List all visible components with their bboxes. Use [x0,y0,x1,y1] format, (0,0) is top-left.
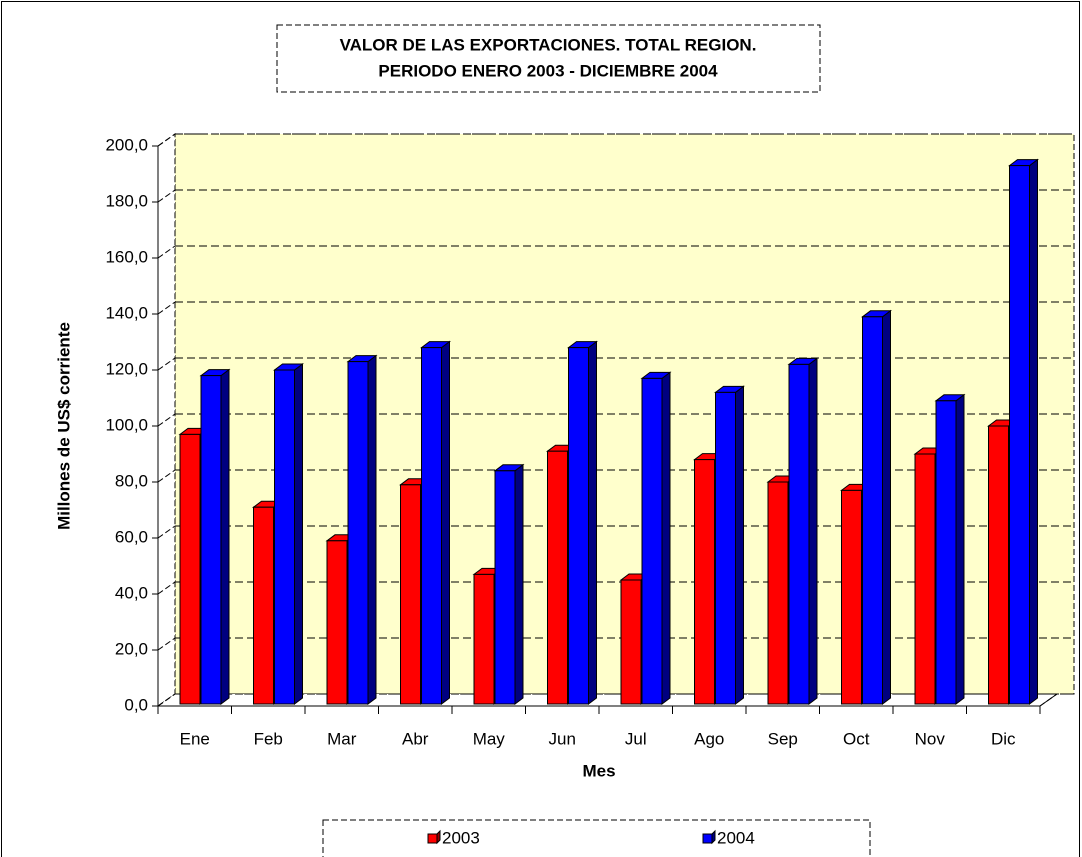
x-tick-label: Ene [180,729,210,748]
chart-title: VALOR DE LAS EXPORTACIONES. TOTAL REGION… [340,35,757,54]
bar [641,377,663,705]
y-tick-label: 40,0 [115,583,148,602]
grid-line [157,245,176,259]
x-tick-label: May [473,729,506,748]
y-tick-label: 120,0 [105,359,148,378]
x-tick-label: Ago [694,729,724,748]
bar-side [1029,158,1038,705]
bar [473,573,495,705]
bar-side [588,340,597,705]
x-tick-label: Abr [402,729,429,748]
y-axis-label: Millones de US$ corriente [54,322,73,530]
grid-line [157,637,176,651]
y-tick-label: 140,0 [105,303,148,322]
bar-side [735,385,744,705]
grid-line [157,581,176,595]
y-tick-label: 160,0 [105,247,148,266]
grid-line [157,133,176,147]
x-axis-label: Mes [582,761,615,780]
legend-label: 2003 [442,828,480,847]
x-axis-end [1039,693,1058,707]
grid-line [157,525,176,539]
bar-side [882,309,891,705]
grid-line [157,301,176,315]
bar [568,347,589,705]
bar-side [955,393,965,705]
bar [179,433,201,705]
legend-swatch [702,833,713,844]
bar [862,316,883,705]
bar [547,450,568,705]
bar [274,369,295,705]
grid-line [157,693,176,707]
x-tick-label: Jun [549,729,576,748]
bar [988,425,1009,705]
bar [347,361,369,705]
x-tick-label: Jul [625,729,647,748]
bar [400,484,421,705]
title-box [276,24,821,93]
x-tick-label: Sep [768,729,798,748]
y-tick-label: 0,0 [124,695,148,714]
grid-line [157,413,176,427]
grid-line [157,189,176,203]
y-tick-label: 180,0 [105,191,148,210]
bar-side [367,354,377,705]
bar [767,481,789,705]
bar [788,363,810,705]
bar [421,347,442,705]
y-tick-label: 80,0 [115,471,148,490]
bar-side [661,371,671,705]
y-tick-label: 60,0 [115,527,148,546]
bar [694,459,715,705]
grid-line [157,469,176,483]
x-tick-label: Feb [254,729,283,748]
chart-subtitle: PERIODO ENERO 2003 - DICIEMBRE 2004 [378,61,718,80]
legend-box [322,819,871,857]
bar [494,470,516,705]
y-tick-label: 200,0 [105,135,148,154]
bar [841,489,862,705]
bar [326,540,348,705]
legend-swatch [427,833,438,844]
bar-side [294,363,303,705]
bar [935,400,957,705]
x-tick-label: Dic [991,729,1016,748]
x-tick-label: Mar [327,729,357,748]
x-tick-label: Nov [915,729,946,748]
y-tick-label: 20,0 [115,639,148,658]
bar [715,391,736,705]
x-tick-label: Oct [843,729,870,748]
bar [620,579,642,705]
bar [914,453,936,705]
bar [1009,165,1030,705]
bar-side [220,368,230,705]
y-tick-label: 100,0 [105,415,148,434]
grid-line [157,357,176,371]
legend-label: 2004 [717,828,755,847]
bar-side [441,340,450,705]
bar [200,375,222,705]
bar-side [808,357,818,705]
bar [253,506,274,705]
bar-side [514,463,524,705]
